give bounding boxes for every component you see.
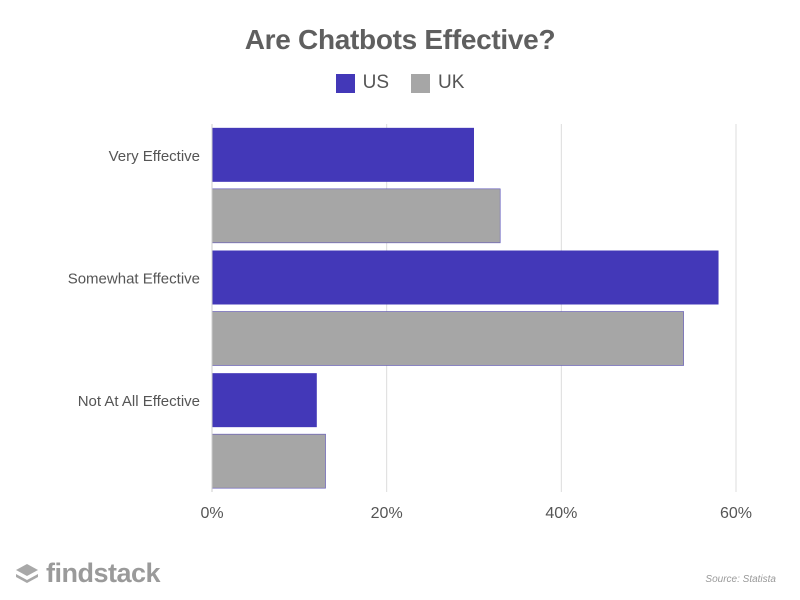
legend-item-us: US [335, 72, 389, 94]
findstack-logo-icon [16, 563, 38, 583]
bar-us-1 [212, 127, 474, 182]
findstack-logo: findstack [14, 558, 161, 589]
logo-text: findstack [46, 558, 161, 588]
category-label: Very Effective [109, 148, 200, 165]
category-label: Not At All Effective [78, 393, 200, 410]
chart-title: Are Chatbots Effective? [244, 24, 556, 55]
legend-swatch-us [335, 73, 355, 93]
x-tick-label: 40% [545, 505, 577, 522]
x-tick-label: 20% [371, 505, 403, 522]
bar-uk-3 [211, 433, 326, 489]
x-tick-label: 60% [720, 505, 752, 522]
bar-us-3 [212, 373, 317, 428]
legend-swatch-uk [411, 73, 430, 93]
bar-us-2 [212, 250, 719, 305]
bar-uk-2 [211, 311, 684, 366]
category-label: Somewhat Effective [68, 271, 200, 288]
legend-label-uk: UK [438, 72, 465, 93]
bar-uk-1 [211, 188, 501, 244]
source-note: Source: Statista [705, 574, 776, 585]
legend-label-us: US [362, 72, 389, 93]
x-tick-label: 0% [200, 505, 223, 522]
legend-item-uk: UK [411, 72, 464, 94]
chart-legend: US UK [0, 72, 800, 94]
